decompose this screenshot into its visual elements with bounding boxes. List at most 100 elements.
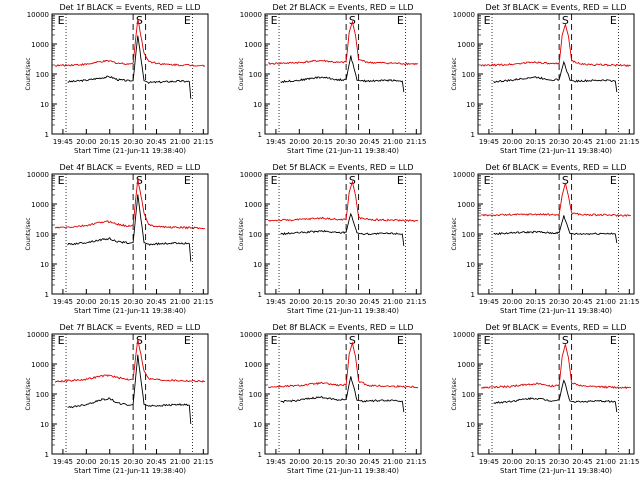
interval-marker: E	[184, 14, 191, 27]
x-tick-label: 21:00	[170, 458, 190, 466]
interval-marker: E	[397, 14, 404, 27]
y-tick-label: 100	[36, 231, 49, 239]
x-tick-label: 21:00	[596, 138, 616, 146]
x-tick-label: 21:00	[596, 298, 616, 306]
x-tick-label: 21:00	[170, 138, 190, 146]
interval-marker: S	[349, 334, 356, 347]
plot-frame	[477, 13, 635, 135]
x-tick-label: 20:00	[502, 458, 522, 466]
interval-marker: E	[610, 174, 617, 187]
y-tick-label: 1	[45, 291, 49, 299]
events-series-line	[493, 215, 618, 244]
interval-marker: E	[271, 334, 278, 347]
detector-panel-8: Det 8f BLACK = Events, RED = LLD 1 10 100 10…	[213, 320, 426, 480]
interval-marker: S	[562, 334, 569, 347]
x-tick-label: 19:45	[479, 298, 499, 306]
y-tick-label: 10000	[240, 331, 262, 339]
y-tick-label: 1000	[31, 41, 49, 49]
plot-frame	[51, 173, 209, 295]
lld-series-line	[267, 20, 419, 66]
y-tick-label: 100	[36, 391, 49, 399]
x-tick-label: 20:45	[359, 138, 379, 146]
x-tick-label: 19:45	[53, 138, 73, 146]
lld-series-line	[54, 338, 206, 383]
x-tick-label: 21:15	[619, 298, 639, 306]
x-tick-label: 19:45	[479, 458, 499, 466]
y-tick-label: 1000	[244, 41, 262, 49]
y-tick-label: 100	[249, 231, 262, 239]
detector-panel-2: Det 2f BLACK = Events, RED = LLD 1 10 100 10…	[213, 0, 426, 160]
x-tick-label: 20:30	[549, 298, 569, 306]
x-tick-label: 20:30	[336, 298, 356, 306]
interval-marker: E	[58, 174, 65, 187]
lld-series-line	[54, 18, 206, 68]
x-tick-label: 21:00	[383, 138, 403, 146]
y-tick-label: 1	[45, 451, 49, 459]
x-tick-label: 20:30	[123, 458, 143, 466]
x-axis-label: Start Time (21-Jun-11 19:38:40)	[500, 307, 612, 315]
y-axis-label: Counts/sec	[451, 217, 458, 250]
x-axis-label: Start Time (21-Jun-11 19:38:40)	[500, 147, 612, 155]
events-series-line	[280, 376, 405, 413]
y-tick-label: 10000	[27, 11, 49, 19]
interval-marker: E	[610, 14, 617, 27]
x-tick-label: 20:15	[100, 138, 120, 146]
x-tick-label: 19:45	[266, 458, 286, 466]
events-series-line	[67, 194, 192, 262]
y-tick-label: 10000	[240, 11, 262, 19]
y-tick-label: 10	[466, 421, 475, 429]
chart-svg-5: Det 5f BLACK = Events, RED = LLD 1 10 100 10…	[238, 163, 426, 315]
x-axis-label: Start Time (21-Jun-11 19:38:40)	[500, 467, 612, 475]
y-axis-label: Counts/sec	[451, 377, 458, 410]
x-tick-label: 20:30	[336, 138, 356, 146]
chart-title: Det 8f BLACK = Events, RED = LLD	[272, 323, 413, 332]
x-tick-label: 20:15	[313, 458, 333, 466]
x-tick-label: 20:15	[100, 298, 120, 306]
x-tick-label: 21:00	[383, 298, 403, 306]
y-tick-label: 10	[466, 101, 475, 109]
x-tick-label: 19:45	[479, 138, 499, 146]
x-axis-label: Start Time (21-Jun-11 19:38:40)	[74, 147, 186, 155]
x-axis-label: Start Time (21-Jun-11 19:38:40)	[74, 467, 186, 475]
y-axis-label: Counts/sec	[25, 377, 32, 410]
chart-title: Det 1f BLACK = Events, RED = LLD	[59, 3, 200, 12]
x-axis-label: Start Time (21-Jun-11 19:38:40)	[287, 307, 399, 315]
x-tick-label: 21:15	[193, 298, 213, 306]
chart-title: Det 6f BLACK = Events, RED = LLD	[485, 163, 626, 172]
x-tick-label: 20:00	[76, 298, 96, 306]
x-tick-label: 21:00	[170, 298, 190, 306]
x-tick-label: 20:30	[123, 298, 143, 306]
chart-title: Det 3f BLACK = Events, RED = LLD	[485, 3, 626, 12]
y-tick-label: 10000	[240, 171, 262, 179]
x-tick-label: 20:45	[359, 298, 379, 306]
interval-marker: E	[397, 174, 404, 187]
x-tick-label: 20:15	[313, 298, 333, 306]
detector-panel-7: Det 7f BLACK = Events, RED = LLD 1 10 100 10…	[0, 320, 213, 480]
detector-panel-9: Det 9f BLACK = Events, RED = LLD 1 10 100 10…	[426, 320, 639, 480]
interval-marker: E	[610, 334, 617, 347]
detector-panel-6: Det 6f BLACK = Events, RED = LLD 1 10 100 10…	[426, 160, 639, 320]
x-tick-label: 21:15	[619, 458, 639, 466]
x-tick-label: 19:45	[266, 138, 286, 146]
x-tick-label: 20:45	[359, 458, 379, 466]
chart-title: Det 4f BLACK = Events, RED = LLD	[59, 163, 200, 172]
y-axis-label: Counts/sec	[25, 57, 32, 90]
x-tick-label: 20:15	[100, 458, 120, 466]
y-tick-label: 1000	[31, 201, 49, 209]
events-series-line	[67, 35, 192, 99]
y-axis-label: Counts/sec	[238, 377, 245, 410]
interval-marker: S	[562, 174, 569, 187]
y-tick-label: 100	[249, 71, 262, 79]
x-tick-label: 20:00	[76, 458, 96, 466]
interval-marker: E	[58, 334, 65, 347]
interval-marker: E	[58, 14, 65, 27]
events-series-line	[67, 354, 192, 425]
chart-svg-1: Det 1f BLACK = Events, RED = LLD 1 10 100 10…	[25, 3, 213, 155]
detector-panel-3: Det 3f BLACK = Events, RED = LLD 1 10 100 10…	[426, 0, 639, 160]
detector-panel-1: Det 1f BLACK = Events, RED = LLD 1 10 100 10…	[0, 0, 213, 160]
lld-series-line	[267, 180, 419, 223]
y-axis-label: Counts/sec	[238, 217, 245, 250]
x-tick-label: 20:45	[572, 458, 592, 466]
x-tick-label: 20:00	[289, 298, 309, 306]
